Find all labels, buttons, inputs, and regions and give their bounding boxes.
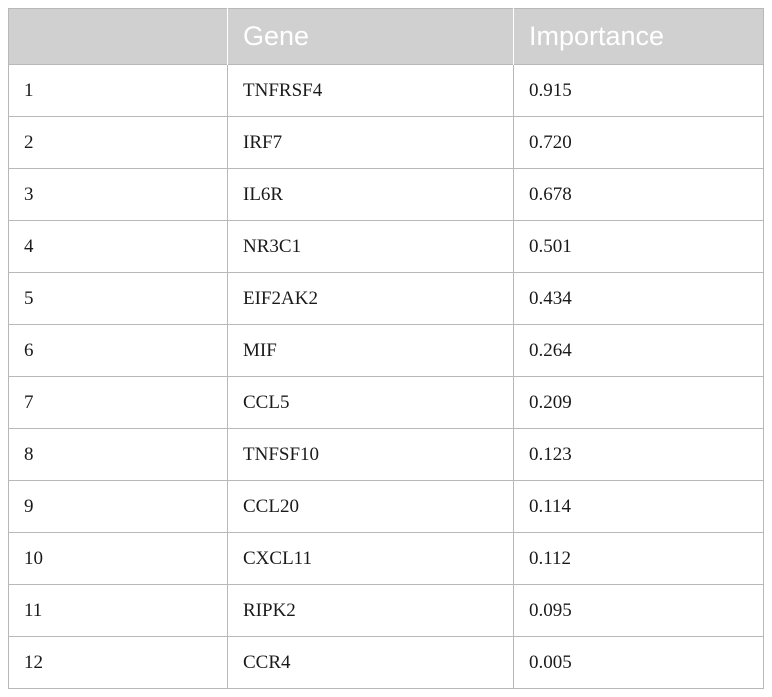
rank-cell: 1 — [8, 64, 228, 117]
importance-cell: 0.434 — [513, 272, 764, 325]
table-row: 5 EIF2AK2 0.434 — [8, 272, 764, 325]
gene-cell: IRF7 — [227, 116, 514, 169]
gene-cell: TNFRSF4 — [227, 64, 514, 117]
table-row: 12 CCR4 0.005 — [8, 636, 764, 689]
importance-cell: 0.005 — [513, 636, 764, 689]
table-row: 3 IL6R 0.678 — [8, 168, 764, 221]
rank-cell: 12 — [8, 636, 228, 689]
header-gene-cell: Gene — [227, 8, 514, 65]
table-header: Gene Importance — [8, 8, 764, 65]
header-rank-cell — [9, 9, 228, 65]
header-importance-cell: Importance — [513, 8, 764, 65]
importance-cell: 0.501 — [513, 220, 764, 273]
importance-cell: 0.209 — [513, 376, 764, 429]
importance-cell: 0.114 — [513, 480, 764, 533]
gene-cell: CCL20 — [227, 480, 514, 533]
gene-cell: CCL5 — [227, 376, 514, 429]
rank-cell: 6 — [8, 324, 228, 377]
importance-cell: 0.112 — [513, 532, 764, 585]
gene-cell: RIPK2 — [227, 584, 514, 637]
table-row: 7 CCL5 0.209 — [8, 376, 764, 429]
gene-cell: NR3C1 — [227, 220, 514, 273]
importance-cell: 0.720 — [513, 116, 764, 169]
table-row: 2 IRF7 0.720 — [8, 116, 764, 169]
rank-cell: 2 — [8, 116, 228, 169]
header-row: Gene Importance — [8, 8, 764, 65]
rank-cell: 10 — [8, 532, 228, 585]
gene-cell: IL6R — [227, 168, 514, 221]
importance-cell: 0.123 — [513, 428, 764, 481]
rank-cell: 11 — [8, 584, 228, 637]
rank-cell: 7 — [8, 376, 228, 429]
rank-cell: 4 — [8, 220, 228, 273]
gene-cell: CCR4 — [227, 636, 514, 689]
rank-cell: 8 — [8, 428, 228, 481]
table-row: 8 TNFSF10 0.123 — [8, 428, 764, 481]
gene-cell: MIF — [227, 324, 514, 377]
gene-cell: CXCL11 — [227, 532, 514, 585]
rank-cell: 5 — [8, 272, 228, 325]
table-row: 6 MIF 0.264 — [8, 324, 764, 377]
table-row: 4 NR3C1 0.501 — [8, 220, 764, 273]
table-row: 1 TNFRSF4 0.915 — [8, 64, 764, 117]
importance-cell: 0.095 — [513, 584, 764, 637]
rank-cell: 9 — [8, 480, 228, 533]
gene-cell: TNFSF10 — [227, 428, 514, 481]
table-body: 1 TNFRSF4 0.915 2 IRF7 0.720 3 IL6R 0.67… — [8, 64, 764, 689]
gene-cell: EIF2AK2 — [227, 272, 514, 325]
table-row: 10 CXCL11 0.112 — [8, 532, 764, 585]
gene-importance-table: Gene Importance 1 TNFRSF4 0.915 2 IRF7 0… — [8, 8, 764, 689]
table-row: 11 RIPK2 0.095 — [8, 584, 764, 637]
importance-cell: 0.915 — [513, 64, 764, 117]
importance-cell: 0.264 — [513, 324, 764, 377]
importance-cell: 0.678 — [513, 168, 764, 221]
rank-cell: 3 — [8, 168, 228, 221]
table-row: 9 CCL20 0.114 — [8, 480, 764, 533]
